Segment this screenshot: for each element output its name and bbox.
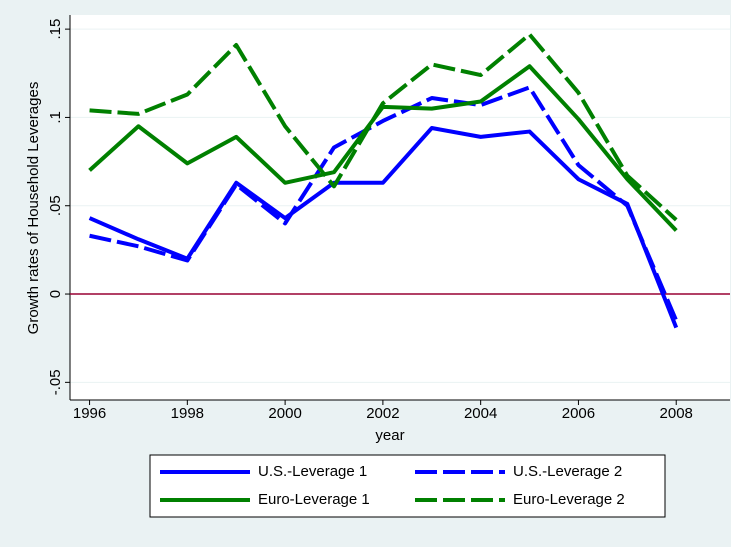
- x-tick-label: 1996: [73, 405, 106, 422]
- x-tick-label: 2004: [464, 405, 497, 422]
- y-axis-title: Growth rates of Household Leverages: [25, 82, 42, 335]
- y-tick-label: .15: [47, 19, 64, 40]
- legend-label: Euro-Leverage 1: [258, 491, 370, 508]
- x-axis-title: year: [375, 427, 404, 444]
- series-line: [89, 32, 678, 222]
- legend: [149, 454, 666, 518]
- x-tick-label: 2000: [268, 405, 301, 422]
- y-tick-label: .1: [47, 111, 64, 124]
- y-tick-label: 0: [47, 290, 64, 298]
- legend-label: Euro-Leverage 2: [513, 491, 625, 508]
- series-line: [89, 85, 679, 322]
- x-tick-label: 2006: [562, 405, 595, 422]
- x-tick-label: 1998: [171, 405, 204, 422]
- y-tick-label: -.05: [47, 369, 64, 395]
- y-tick-label: .05: [47, 195, 64, 216]
- x-tick-label: 2002: [366, 405, 399, 422]
- x-tick-label: 2008: [660, 405, 693, 422]
- plot-area: [70, 15, 730, 400]
- legend-label: U.S.-Leverage 2: [513, 463, 622, 480]
- legend-label: U.S.-Leverage 1: [258, 463, 367, 480]
